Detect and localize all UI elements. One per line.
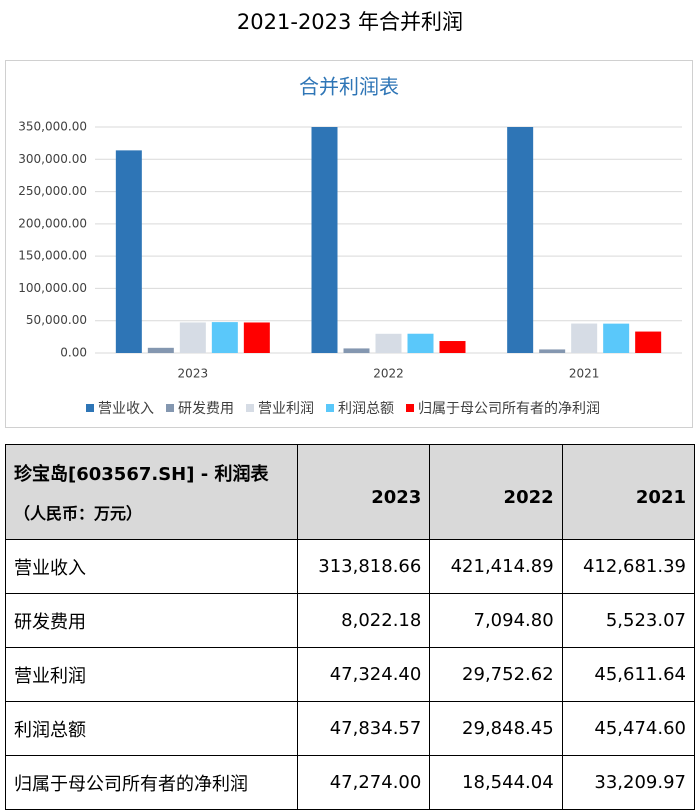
- bar: [571, 323, 598, 353]
- legend-swatch: [246, 404, 254, 412]
- bar: [243, 322, 270, 353]
- bar: [311, 127, 338, 353]
- column-header: 2023: [296, 444, 431, 540]
- cell: 18,544.04: [429, 755, 563, 810]
- chart: 合并利润表 0.00 50,000.00 100,000.00 150,000.00 2…: [5, 60, 693, 428]
- legend-swatch: [406, 404, 414, 412]
- bar: [115, 150, 142, 353]
- bar: [603, 323, 630, 353]
- bars: [115, 127, 662, 353]
- row-label: 研发费用: [5, 593, 298, 648]
- row-label: 营业利润: [5, 647, 298, 702]
- table-row: 利润总额 47,834.57 29,848.45 45,474.60: [5, 701, 696, 756]
- bar: [439, 341, 466, 353]
- row-label: 利润总额: [5, 701, 298, 756]
- bar: [179, 322, 206, 353]
- bar: [539, 349, 566, 353]
- y-tick-label: 300,000.00: [18, 152, 87, 166]
- header-cell: 珍宝岛[603567.SH] - 利润表 （人民币：万元）: [5, 444, 298, 540]
- legend-swatch: [326, 404, 334, 412]
- y-tick-label: 350,000.00: [18, 120, 87, 134]
- cell: 47,834.57: [296, 701, 431, 756]
- table-row: 珍宝岛[603567.SH] - 利润表 （人民币：万元） 2023 2022 2021: [5, 444, 696, 540]
- y-tick-label: 150,000.00: [18, 249, 87, 263]
- column-header: 2021: [561, 444, 696, 540]
- legend-swatch: [166, 404, 174, 412]
- legend-swatch: [86, 404, 94, 412]
- legend-label: 营业收入: [98, 401, 154, 417]
- row-label: 归属于母公司所有者的净利润: [5, 755, 298, 810]
- cell: 421,414.89: [429, 539, 563, 594]
- bar: [211, 322, 238, 353]
- cell: 29,848.45: [429, 701, 563, 756]
- header-unit: （人民币：万元）: [14, 504, 143, 523]
- x-tick-label: 2022: [373, 367, 404, 381]
- bar: [407, 333, 434, 353]
- legend-label: 利润总额: [338, 401, 394, 417]
- cell: 45,474.60: [561, 701, 696, 756]
- row-label: 营业收入: [5, 539, 298, 594]
- x-tick-label: 2021: [569, 367, 600, 381]
- table-row: 营业利润 47,324.40 29,752.62 45,611.64: [5, 647, 696, 702]
- table-row: 研发费用 8,022.18 7,094.80 5,523.07: [5, 593, 696, 648]
- y-tick-label: 250,000.00: [18, 184, 87, 198]
- legend-label: 研发费用: [178, 401, 234, 417]
- cell: 412,681.39: [561, 539, 696, 594]
- data-table: 珍宝岛[603567.SH] - 利润表 （人民币：万元） 2023 2022 2021…: [5, 444, 696, 810]
- cell: 5,523.07: [561, 593, 696, 648]
- cell: 7,094.80: [429, 593, 563, 648]
- legend-label: 营业利润: [258, 401, 314, 417]
- y-tick-label: 0.00: [60, 346, 87, 360]
- table-row: 归属于母公司所有者的净利润 47,274.00 18,544.04 33,209.97: [5, 755, 696, 810]
- bar: [507, 127, 534, 353]
- y-tick-label: 50,000.00: [26, 313, 87, 327]
- y-tick-label: 200,000.00: [18, 216, 87, 230]
- bar: [635, 331, 662, 353]
- header-title: 珍宝岛[603567.SH] - 利润表: [14, 464, 269, 485]
- x-tick-label: 2023: [178, 367, 209, 381]
- bar: [375, 333, 402, 353]
- page-title: 2021-2023 年合并利润: [236, 10, 464, 34]
- cell: 313,818.66: [296, 539, 431, 594]
- chart-title: 合并利润表: [299, 75, 399, 99]
- cell: 45,611.64: [561, 647, 696, 702]
- cell: 47,324.40: [296, 647, 431, 702]
- cell: 47,274.00: [296, 755, 431, 810]
- legend-label: 归属于母公司所有者的净利润: [418, 400, 600, 417]
- bar: [343, 348, 370, 353]
- cell: 33,209.97: [561, 755, 696, 810]
- column-header: 2022: [429, 444, 563, 540]
- cell: 8,022.18: [296, 593, 431, 648]
- y-tick-label: 100,000.00: [18, 281, 87, 295]
- cell: 29,752.62: [429, 647, 563, 702]
- bar: [147, 347, 174, 353]
- table-row: 营业收入 313,818.66 421,414.89 412,681.39: [5, 539, 696, 594]
